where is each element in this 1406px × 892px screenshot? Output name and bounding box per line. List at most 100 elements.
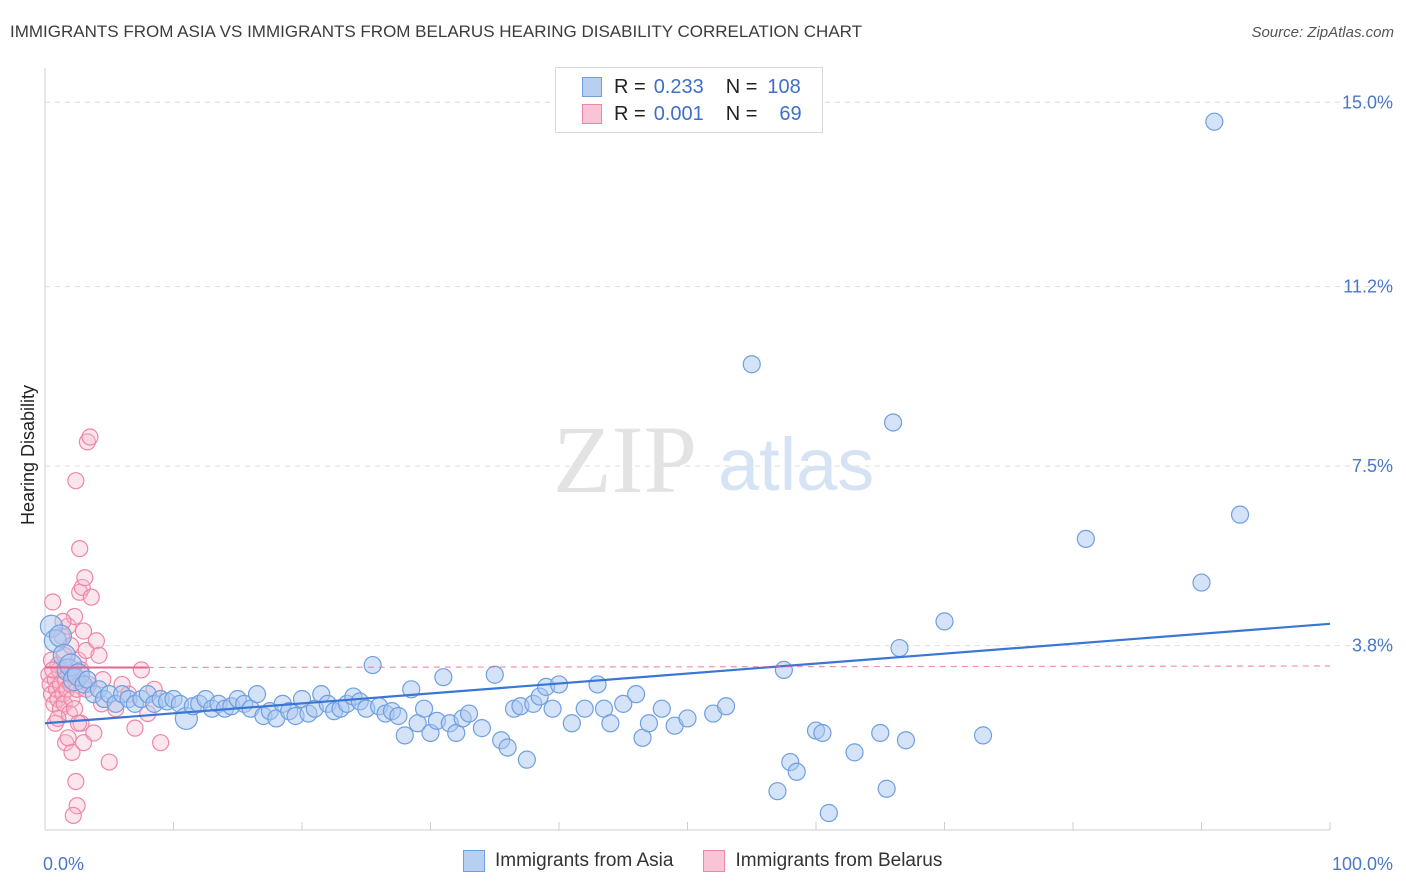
data-point-asia xyxy=(459,704,479,723)
trend-line-asia xyxy=(44,622,1331,725)
data-point-belarus xyxy=(152,734,170,752)
data-point-asia xyxy=(562,714,581,733)
data-point-asia xyxy=(742,355,761,374)
data-point-asia xyxy=(1076,529,1095,549)
data-point-asia xyxy=(716,697,736,716)
x-tick-label: 0.0% xyxy=(43,854,84,874)
data-point-asia xyxy=(1205,112,1224,131)
legend-n-label: N = xyxy=(725,75,758,98)
data-point-asia xyxy=(1192,573,1211,592)
data-point-belarus xyxy=(90,646,108,664)
data-point-asia xyxy=(588,675,607,694)
data-point-asia xyxy=(883,413,903,432)
source-label: Source: ZipAtlas.com xyxy=(1251,24,1394,41)
legend-row-belarus: R = 0.001 N = 69 xyxy=(582,102,802,126)
data-point-asia xyxy=(845,743,864,762)
data-point-asia xyxy=(363,655,382,675)
data-point-belarus xyxy=(56,734,75,752)
data-point-asia xyxy=(614,694,633,713)
data-point-asia xyxy=(819,803,838,823)
data-point-asia xyxy=(601,714,620,733)
data-point-asia xyxy=(896,731,916,750)
data-point-asia xyxy=(472,719,491,738)
legend-n-value: 108 xyxy=(767,75,801,98)
data-point-belarus xyxy=(126,719,144,737)
data-point-asia xyxy=(774,660,793,679)
grid-lines xyxy=(45,101,1395,647)
data-point-belarus xyxy=(44,593,62,611)
y-tick-label: 7.5% xyxy=(1352,456,1393,476)
y-tick-label: 11.2% xyxy=(1343,277,1393,297)
data-point-asia xyxy=(890,638,909,658)
data-point-belarus xyxy=(82,588,100,606)
data-point-asia xyxy=(434,668,453,687)
legend-row-asia: R = 0.233 N = 108 xyxy=(582,75,801,99)
data-point-asia xyxy=(414,699,434,718)
legend-r-value: 0.233 xyxy=(653,75,704,98)
trend-lines xyxy=(44,622,1331,725)
series-asia xyxy=(39,112,1250,823)
legend-n-value: 69 xyxy=(779,102,802,125)
legend-swatch-asia xyxy=(582,77,602,97)
data-point-asia xyxy=(768,782,787,801)
y-tick-label: 3.8% xyxy=(1352,636,1393,656)
data-point-asia xyxy=(877,779,896,798)
data-point-belarus xyxy=(100,753,118,771)
data-point-belarus xyxy=(49,709,67,728)
y-tick-label: 15.0% xyxy=(1342,92,1393,112)
data-point-belarus xyxy=(59,729,77,747)
data-point-belarus xyxy=(69,714,88,732)
data-point-belarus xyxy=(65,700,84,718)
watermark-atlas: atlas xyxy=(718,423,874,506)
data-point-asia xyxy=(871,723,890,743)
bottom-legend-label-belarus: Immigrants from Belarus xyxy=(735,850,943,871)
chart-title: IMMIGRANTS FROM ASIA VS IMMIGRANTS FROM … xyxy=(10,22,863,41)
data-point-belarus xyxy=(85,724,103,742)
data-point-asia xyxy=(813,723,832,743)
data-point-asia xyxy=(626,685,646,704)
data-point-belarus xyxy=(81,428,99,446)
bottom-legend-label-asia: Immigrants from Asia xyxy=(495,850,674,871)
watermark-zip: ZIP xyxy=(553,406,697,513)
data-point-asia xyxy=(247,685,267,704)
legend-r-label: R = xyxy=(614,102,646,125)
data-point-asia xyxy=(498,738,517,757)
legend-r-value: 0.001 xyxy=(653,102,704,125)
legend-n-label: N = xyxy=(725,102,758,125)
data-point-asia xyxy=(543,699,562,718)
watermark: ZIP atlas xyxy=(553,406,874,513)
data-point-asia xyxy=(517,750,536,769)
trend-line-belarus-extension xyxy=(147,665,1331,669)
data-point-belarus xyxy=(63,690,81,708)
legend-swatch-belarus xyxy=(582,104,602,124)
bottom-legend-asia: Immigrants from Asia xyxy=(463,850,673,872)
legend-r-label: R = xyxy=(614,75,646,98)
tick-labels: 3.8% 7.5% 11.2% 15.0% 0.0% 100.0% Hearing Disa… xyxy=(18,92,1393,874)
data-point-belarus xyxy=(74,622,93,640)
data-point-belarus xyxy=(67,472,85,490)
data-point-belarus xyxy=(68,797,86,815)
data-point-belarus xyxy=(78,433,97,451)
y-axis-label: Hearing Disability xyxy=(18,385,38,525)
data-point-asia xyxy=(395,726,414,745)
data-point-belarus xyxy=(87,632,106,650)
bottom-legend-swatch-asia xyxy=(463,850,485,872)
data-point-asia xyxy=(935,612,954,631)
data-point-belarus xyxy=(76,569,94,587)
data-point-belarus xyxy=(67,772,85,791)
bottom-legend-belarus: Immigrants from Belarus xyxy=(703,850,942,872)
data-point-belarus xyxy=(132,661,150,679)
axes xyxy=(44,68,1331,831)
data-point-asia xyxy=(485,665,504,684)
data-point-asia xyxy=(787,762,806,781)
data-point-asia xyxy=(48,624,73,648)
data-point-asia xyxy=(678,709,697,728)
data-point-asia xyxy=(389,706,408,726)
data-point-asia xyxy=(1230,505,1250,524)
data-point-asia xyxy=(652,699,671,718)
data-point-belarus xyxy=(71,540,89,558)
legend: R = 0.233 N = 108 R = 0.001 N = 69 xyxy=(555,67,823,133)
bottom-legend-swatch-belarus xyxy=(703,850,726,872)
x-tick-label: 100.0% xyxy=(1332,854,1393,874)
